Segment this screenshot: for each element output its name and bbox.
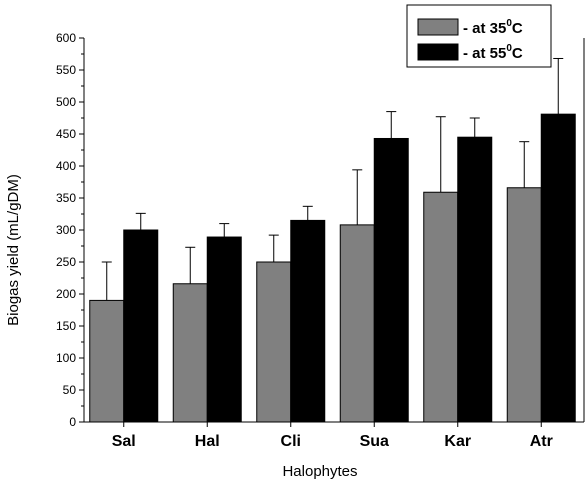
bar [172, 283, 208, 423]
bar [123, 229, 159, 423]
bar [89, 299, 125, 423]
y-axis-title: Biogas yield (mL/gDM) [5, 174, 22, 326]
x-ticks: Sal Hal Cli Sua Kar Atr [112, 422, 553, 450]
legend-label-35c: - at 350C [463, 18, 523, 37]
legend: - at 350C - at 550C [406, 4, 552, 68]
bar [339, 224, 375, 423]
bar [373, 137, 409, 423]
x-tick-label: Sal [112, 433, 136, 450]
bar [506, 187, 542, 423]
bar [206, 236, 242, 423]
y-ticks: 0 50 100 150 200 250 300 350 400 450 500 550 600 [56, 31, 84, 429]
bar [423, 191, 459, 423]
x-tick-label: Kar [444, 433, 471, 450]
y-tick-label: 600 [56, 31, 76, 45]
y-tick-label: 350 [56, 191, 76, 205]
x-axis-title: Halophytes [282, 463, 357, 480]
bar [540, 113, 576, 423]
x-tick-label: Atr [530, 433, 553, 450]
y-tick-label: 100 [56, 351, 76, 365]
y-tick-label: 450 [56, 127, 76, 141]
y-tick-label: 550 [56, 63, 76, 77]
error-bars-layer [101, 57, 564, 301]
y-tick-label: 250 [56, 255, 76, 269]
bar [457, 136, 493, 423]
y-tick-label: 300 [56, 223, 76, 237]
legend-swatch-55c [417, 43, 459, 61]
bars-layer [89, 113, 576, 423]
x-tick-label: Hal [195, 433, 220, 450]
legend-swatch-35c [417, 18, 459, 36]
x-tick-label: Sua [360, 433, 389, 450]
bar [256, 261, 292, 423]
legend-label-55c: - at 550C [463, 43, 523, 62]
y-tick-label: 500 [56, 95, 76, 109]
y-tick-label: 0 [69, 415, 76, 429]
y-tick-label: 200 [56, 287, 76, 301]
y-tick-label: 150 [56, 319, 76, 333]
x-tick-label: Cli [281, 433, 301, 450]
bar [290, 219, 326, 423]
y-tick-label: 400 [56, 159, 76, 173]
y-tick-label: 50 [63, 383, 77, 397]
